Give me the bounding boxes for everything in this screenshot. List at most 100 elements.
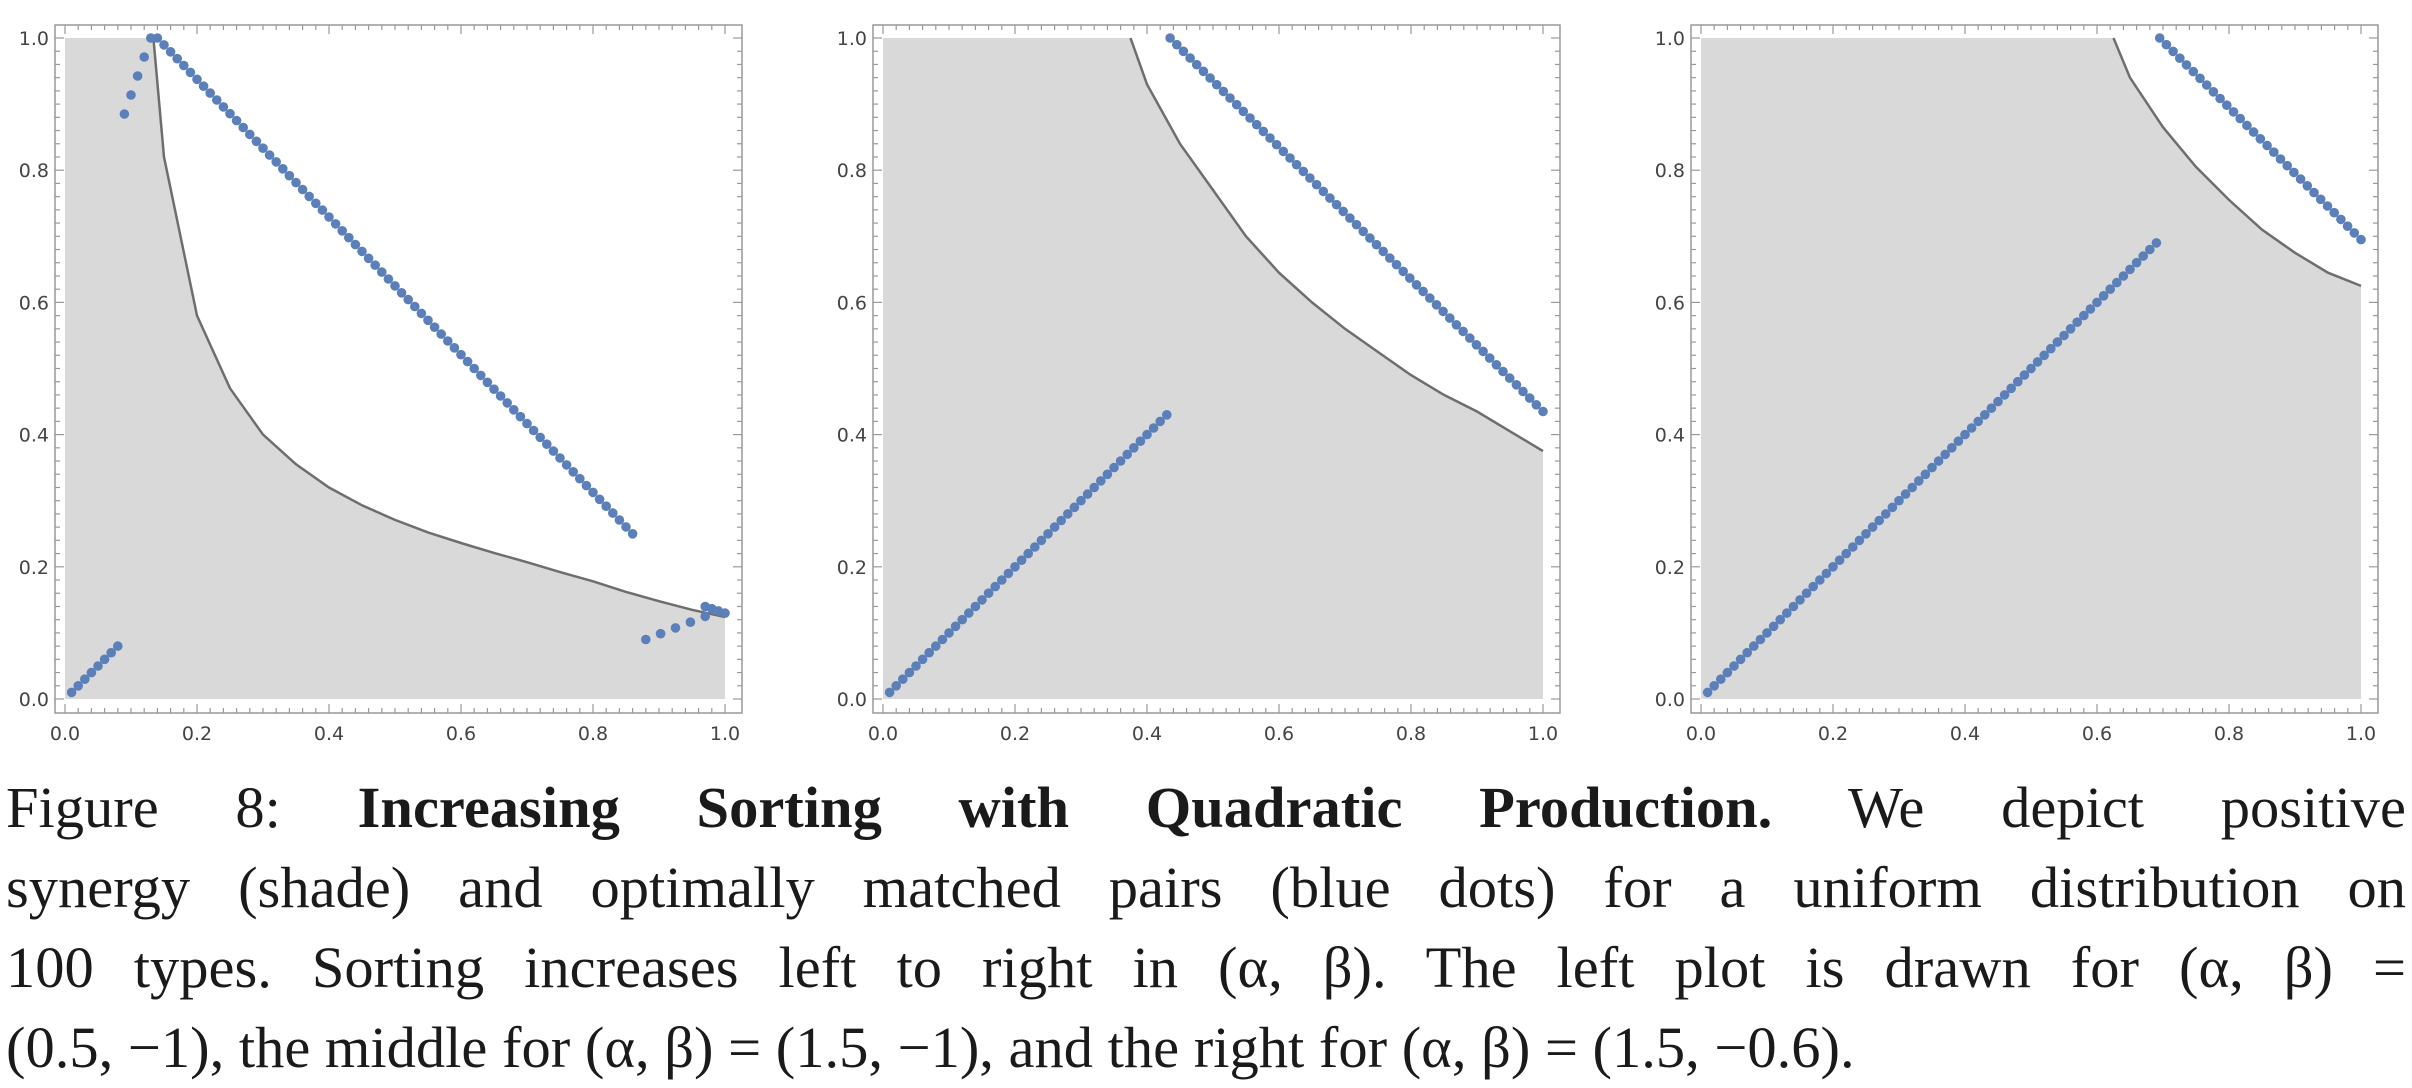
matched-pair-dot (884, 687, 895, 698)
matched-pair-dot (1471, 340, 1482, 350)
matched-pair-dot (383, 274, 394, 284)
matched-pair-dot (997, 575, 1007, 585)
matched-pair-dot (2188, 66, 2199, 77)
matched-pair-dot (977, 595, 987, 605)
matched-pair-dot (344, 232, 354, 243)
matched-pair-dot (205, 88, 215, 98)
matched-pair-dot (218, 102, 229, 112)
matched-pair-dot (1431, 300, 1442, 310)
matched-pair-dot (2302, 181, 2313, 191)
matched-pair-dot (1768, 621, 1779, 632)
matched-pair-dot (720, 608, 730, 618)
matched-pair-dot (1096, 476, 1106, 486)
synergy-boundary-curve (2112, 37, 2362, 288)
matched-pair-dot (1285, 153, 1295, 163)
y-tick-label: 1.0 (19, 28, 49, 50)
matched-pair-dot (80, 674, 90, 684)
matched-pair-dot (1524, 393, 1535, 403)
matched-pair-dot (1023, 548, 1033, 559)
matched-pair-dot (212, 95, 222, 105)
matched-pair-dot (1036, 535, 1047, 546)
matched-pair-dot (1986, 403, 1997, 414)
matched-pair-dot (2013, 376, 2023, 387)
matched-pair-dot (575, 473, 585, 484)
matched-pair-dot (528, 425, 539, 436)
matched-pair-dot (2059, 330, 2069, 341)
matched-pair-dot (1953, 436, 1964, 447)
axis-ticks (873, 25, 1560, 713)
matched-pair-dot (601, 501, 611, 512)
matched-pair-dot (1178, 46, 1189, 57)
matched-pair-dot (1821, 568, 1832, 579)
matched-pair-dot (297, 184, 308, 195)
matched-pair-dot (515, 411, 526, 422)
matched-pair-dot (476, 370, 486, 381)
matched-pair-dot (1258, 126, 1269, 137)
matched-pair-dot (594, 494, 605, 505)
matched-pair-dot (396, 288, 407, 298)
matched-pair-dot (198, 81, 209, 91)
x-tick-label: 0.8 (1396, 723, 1426, 745)
x-tick-label: 0.4 (314, 723, 344, 745)
matched-pair-dot (1211, 79, 1222, 90)
matched-pair-dot (1010, 562, 1020, 572)
matched-pair-dot (2222, 100, 2232, 110)
matched-pair-dot (1947, 443, 1957, 453)
matched-pair-dot (2079, 310, 2089, 321)
matched-pair-dot (1762, 628, 1772, 638)
matched-pair-dot (1418, 286, 1428, 297)
matched-pair-dot (2032, 357, 2043, 367)
matched-pair-dot (502, 398, 512, 408)
plot-right-svg: 0.0 0.2 0.4 0.6 0.8 1.0 0.0 0.2 0.4 0.6 0.8 1.0 (1655, 24, 2379, 745)
matched-pair-dot (185, 67, 196, 78)
matched-pair-dot (655, 628, 666, 639)
matched-pair-dot (93, 661, 103, 671)
matched-pair-dot (1498, 366, 1508, 377)
matched-pair-dot (1716, 674, 1726, 684)
x-tick-label: 0.0 (868, 723, 898, 745)
matched-pair-dot (1056, 515, 1066, 526)
matched-pair-dot (1016, 555, 1027, 565)
matched-pair-dot (1378, 246, 1388, 257)
matched-pair-dot (1076, 495, 1086, 506)
caption-line-4: (0.5, −1), the middle for (α, β) = (1.5,… (6, 1015, 1855, 1080)
matched-pair-dot (2125, 264, 2135, 275)
matched-pair-dot (2228, 107, 2239, 117)
y-tick-label: 0.0 (19, 689, 49, 711)
matched-pair-dot (456, 349, 466, 360)
matched-pair-dot (581, 480, 592, 491)
matched-pair-dot (2039, 350, 2049, 361)
matched-pair-dot (509, 405, 519, 415)
matched-pair-dot (1191, 59, 1202, 70)
matched-pair-dot (2006, 383, 2016, 394)
matched-pair-dot (192, 74, 202, 85)
matched-pair-dot (1940, 449, 1950, 460)
matched-pair-dot (614, 515, 625, 525)
y-tick-label: 0.8 (19, 160, 49, 182)
matched-pair-dot (957, 614, 967, 625)
y-tick-label: 0.0 (837, 689, 867, 711)
figure-caption: Figure 8: Increasing Sorting with Quadra… (6, 768, 2406, 1088)
matched-pair-dot (1914, 476, 1924, 486)
matched-pair-dot (2145, 244, 2155, 255)
matched-pair-dot (1371, 239, 1382, 250)
matched-pair-dot (86, 667, 97, 678)
x-tick-label: 0.0 (50, 723, 80, 745)
matched-pair-dot (548, 446, 559, 456)
matched-pair-dot (1742, 647, 1752, 658)
y-tick-label: 0.8 (1655, 160, 1685, 182)
y-tick-label: 0.2 (1655, 557, 1685, 579)
matched-pair-dot (2154, 33, 2165, 43)
matched-pair-dot (2112, 277, 2122, 288)
x-tick-label: 0.2 (1000, 723, 1030, 745)
matched-pair-dot (944, 628, 954, 638)
matched-pair-dot (264, 150, 275, 160)
matched-pair-dot (1920, 469, 1931, 480)
matched-pair-dot (1465, 333, 1475, 343)
matched-pair-dot (489, 384, 499, 395)
matched-pair-dot (561, 460, 572, 470)
matched-pair-dot (2342, 221, 2353, 231)
matched-pair-dot (1345, 213, 1355, 223)
synergy-shade (65, 38, 725, 699)
matched-pair-dot (350, 239, 361, 250)
